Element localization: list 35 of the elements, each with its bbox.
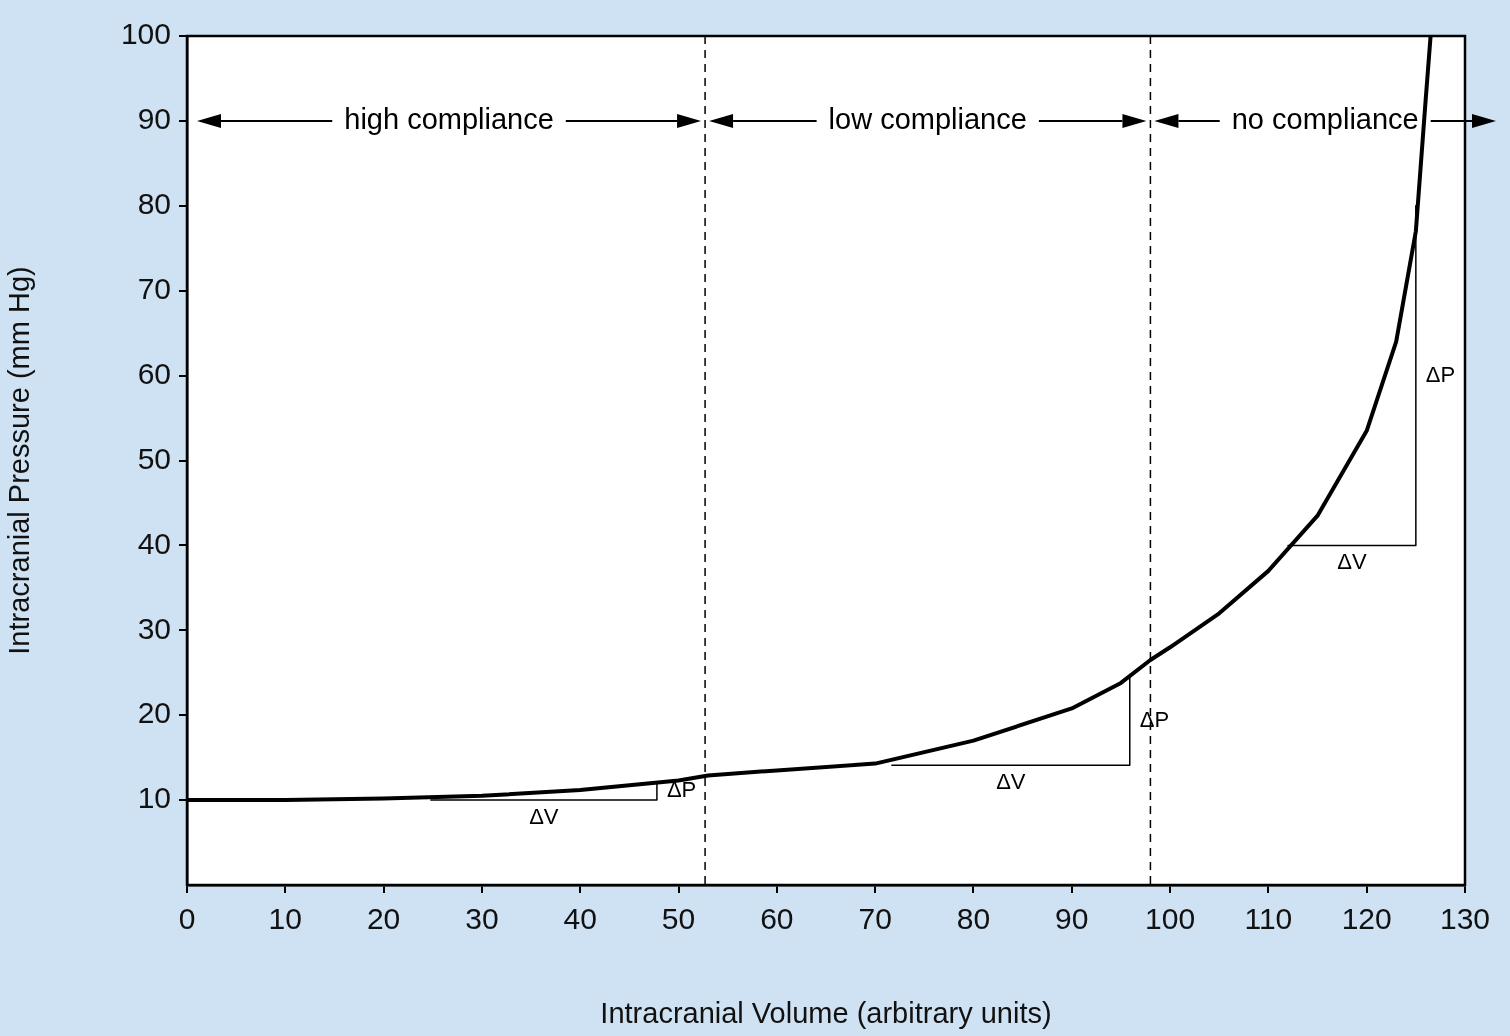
y-tick-label: 30 xyxy=(137,611,171,645)
y-tick-label: 100 xyxy=(120,17,171,51)
x-tick-label: 60 xyxy=(760,902,794,936)
annotation: ΔV xyxy=(529,804,559,830)
y-tick-label: 70 xyxy=(137,271,171,305)
x-tick-label: 130 xyxy=(1439,902,1491,936)
annotation: ΔV xyxy=(1337,549,1367,575)
y-tick-label: 20 xyxy=(137,696,171,730)
x-tick-label: 0 xyxy=(178,902,196,936)
x-tick-label: 70 xyxy=(858,902,892,936)
x-tick-label: 50 xyxy=(661,902,696,936)
y-tick-label: 10 xyxy=(137,781,171,815)
x-tick-label: 100 xyxy=(1145,902,1196,936)
x-tick-label: 20 xyxy=(366,902,401,936)
annotation: ΔP xyxy=(1425,361,1456,387)
x-tick-label: 80 xyxy=(956,902,991,936)
annotation: ΔP xyxy=(1139,707,1170,733)
annotation: high compliance xyxy=(344,102,554,135)
y-tick-label: 50 xyxy=(137,441,171,475)
annotation: ΔP xyxy=(666,777,697,803)
y-tick-label: 80 xyxy=(137,187,171,221)
y-tick-label: 60 xyxy=(137,356,171,390)
annotation: no compliance xyxy=(1231,102,1419,135)
x-tick-label: 110 xyxy=(1244,902,1293,936)
x-tick-label: 40 xyxy=(563,902,597,936)
annotation: ΔV xyxy=(996,769,1026,795)
y-tick-label: 90 xyxy=(137,102,171,136)
y-tick-label: 40 xyxy=(137,526,171,560)
x-tick-label: 90 xyxy=(1055,902,1089,936)
x-tick-label: 10 xyxy=(268,902,302,936)
x-tick-label: 120 xyxy=(1341,902,1392,936)
y-axis-title: Intracranial Pressure (mm Hg) xyxy=(3,266,36,655)
x-tick-label: 30 xyxy=(465,902,499,936)
x-axis-title: Intracranial Volume (arbitrary units) xyxy=(600,996,1052,1029)
annotation: low compliance xyxy=(828,102,1027,135)
